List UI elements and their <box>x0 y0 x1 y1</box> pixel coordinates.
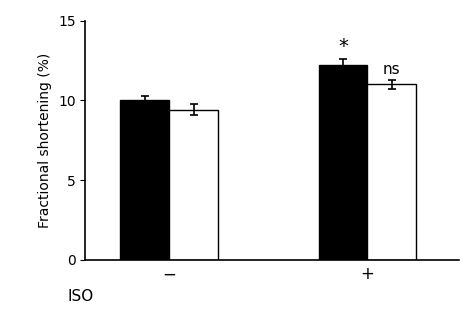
Y-axis label: Fractional shortening (%): Fractional shortening (%) <box>38 53 53 228</box>
Bar <box>367 84 416 260</box>
Text: ISO: ISO <box>67 289 93 304</box>
Bar <box>319 65 367 260</box>
Bar <box>169 110 218 260</box>
Bar <box>120 100 169 260</box>
Text: ns: ns <box>383 62 401 77</box>
Text: *: * <box>338 37 348 55</box>
